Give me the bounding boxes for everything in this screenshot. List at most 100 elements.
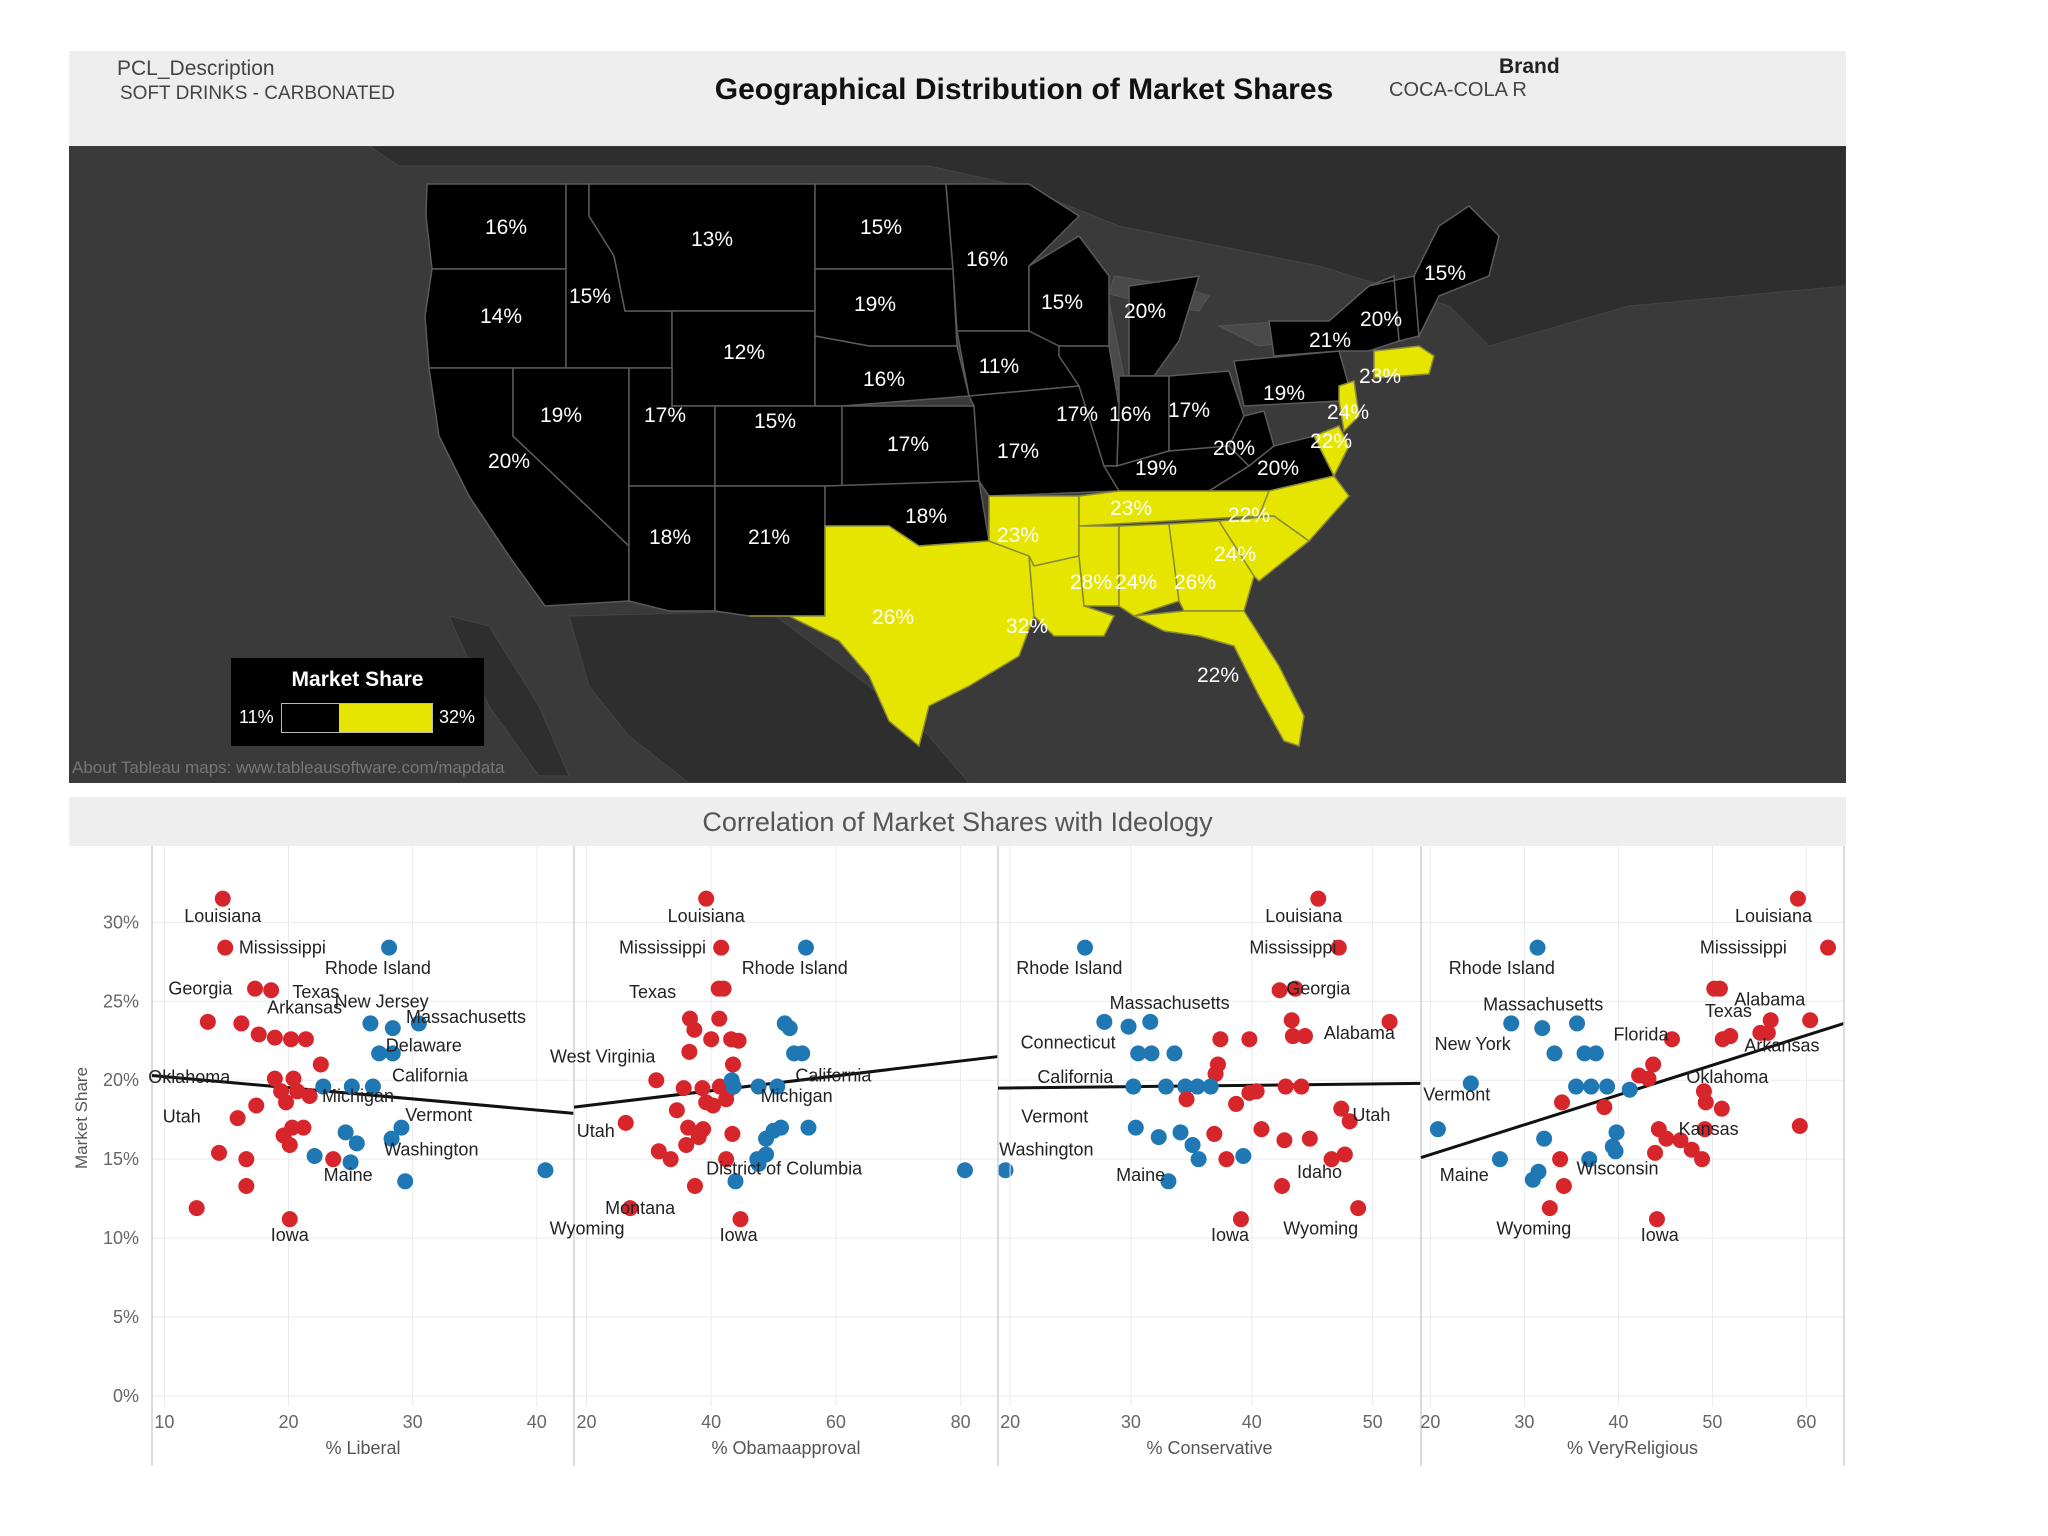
point-label: Kansas — [1679, 1119, 1739, 1139]
data-point — [1581, 1151, 1598, 1168]
point-label: Mississippi — [239, 938, 326, 958]
data-point — [1157, 1078, 1174, 1095]
data-point — [1536, 1130, 1553, 1147]
legend-title: Market Share — [291, 668, 424, 691]
label-iowa: 11% — [979, 355, 1019, 378]
label-missouri: 17% — [997, 440, 1039, 463]
data-point — [1569, 1015, 1586, 1032]
data-point — [381, 939, 398, 956]
point-label: West Virginia — [550, 1047, 656, 1067]
data-point — [1555, 1178, 1572, 1195]
point-label: Iowa — [1211, 1225, 1250, 1245]
data-point — [289, 1083, 306, 1100]
label-tennessee: 23% — [1110, 497, 1152, 520]
data-point — [1491, 1151, 1508, 1168]
data-point — [1503, 1015, 1520, 1032]
label-montana: 13% — [691, 228, 733, 251]
data-point — [1336, 1146, 1353, 1163]
data-point — [1596, 1099, 1613, 1116]
state-new-mexico — [714, 485, 826, 617]
label-maine: 15% — [1424, 262, 1466, 285]
data-point — [1207, 1065, 1224, 1082]
data-point — [769, 1078, 786, 1095]
label-alabama: 24% — [1115, 571, 1157, 594]
data-point — [238, 1178, 255, 1195]
data-point — [694, 1080, 711, 1097]
state-delaware-maryland — [1312, 425, 1350, 478]
data-point — [781, 1020, 798, 1037]
label-louisiana: 32% — [1006, 615, 1048, 638]
point-label: Michigan — [322, 1086, 394, 1106]
y-tick-label: 20% — [103, 1070, 139, 1090]
label-new-mexico: 21% — [748, 526, 790, 549]
state-mississippi — [1078, 525, 1120, 607]
data-point — [686, 1021, 703, 1038]
point-label: Alabama — [1324, 1023, 1396, 1043]
choropleth-map[interactable]: 16% 14% 20% 15% 19% 13% 12% 17% 15% 18% … — [69, 146, 1846, 783]
point-label: New York — [1435, 1034, 1512, 1054]
data-point — [1820, 939, 1837, 956]
label-florida: 22% — [1197, 664, 1239, 687]
y-tick-label: 30% — [103, 912, 139, 932]
point-label: Oklahoma — [1686, 1067, 1769, 1087]
data-point — [1462, 1075, 1479, 1092]
x-tick-label: 20 — [279, 1412, 299, 1432]
data-point — [1310, 890, 1327, 907]
data-point — [698, 890, 715, 907]
brand-value[interactable]: COCA-COLA R — [1389, 79, 1527, 101]
data-point — [325, 1151, 342, 1168]
data-point — [1172, 1124, 1189, 1141]
label-south-carolina: 24% — [1214, 543, 1256, 566]
label-indiana: 16% — [1109, 403, 1151, 426]
label-illinois: 17% — [1056, 403, 1098, 426]
data-point — [1645, 1056, 1662, 1073]
data-point — [680, 1119, 697, 1136]
data-point — [337, 1124, 354, 1141]
us-map-svg[interactable]: 16% 14% 20% 15% 19% 13% 12% 17% 15% 18% … — [69, 146, 1846, 783]
point-label: Massachusetts — [1483, 994, 1603, 1014]
data-point — [384, 1020, 401, 1037]
point-label: Michigan — [761, 1086, 833, 1106]
x-tick-label: 60 — [1796, 1412, 1816, 1432]
point-label: Vermont — [405, 1105, 472, 1125]
label-north-carolina: 22% — [1228, 504, 1270, 527]
map-credit[interactable]: About Tableau maps: www.tableausoftware.… — [72, 758, 505, 777]
data-point — [1648, 1211, 1665, 1228]
x-axis-title: % VeryReligious — [1567, 1438, 1698, 1458]
point-label: District of Columbia — [706, 1159, 863, 1179]
label-oklahoma: 18% — [905, 505, 947, 528]
filter-value[interactable]: SOFT DRINKS - CARBONATED — [120, 83, 395, 104]
label-kansas: 17% — [887, 433, 929, 456]
data-point — [371, 1045, 388, 1062]
label-vermont-nh: 20% — [1360, 308, 1402, 331]
point-label: Maine — [324, 1165, 373, 1185]
x-tick-label: 40 — [1608, 1412, 1628, 1432]
data-point — [1802, 1012, 1819, 1029]
data-point — [247, 980, 264, 997]
data-point — [238, 1151, 255, 1168]
label-north-dakota: 15% — [860, 216, 902, 239]
data-point — [1178, 1091, 1195, 1108]
ideology-scatter-plots[interactable]: Market Share 0% 5% 10% 15% 20% 25% 30% 10 20 30 40%… — [69, 846, 1846, 1471]
data-point — [1127, 1119, 1144, 1136]
point-label: Louisiana — [1265, 906, 1343, 926]
data-point — [1683, 1141, 1700, 1158]
data-point — [397, 1173, 414, 1190]
y-tick-label: 0% — [113, 1386, 139, 1406]
data-point — [1271, 982, 1288, 999]
label-nevada: 19% — [540, 404, 582, 427]
data-point — [1142, 1013, 1159, 1030]
point-label: Louisiana — [668, 906, 746, 926]
data-point — [750, 1078, 767, 1095]
data-point — [1150, 1129, 1167, 1146]
data-point — [1713, 1100, 1730, 1117]
data-point — [713, 939, 730, 956]
point-label: Louisiana — [1735, 906, 1813, 926]
x-tick-label: 30 — [1514, 1412, 1534, 1432]
data-point — [1608, 1124, 1625, 1141]
point-label: Mississippi — [1249, 938, 1336, 958]
mexico-landmass — [568, 610, 970, 783]
point-label: Maine — [1440, 1165, 1489, 1185]
point-label: Massachusetts — [1110, 993, 1230, 1013]
data-point — [1554, 1094, 1570, 1111]
